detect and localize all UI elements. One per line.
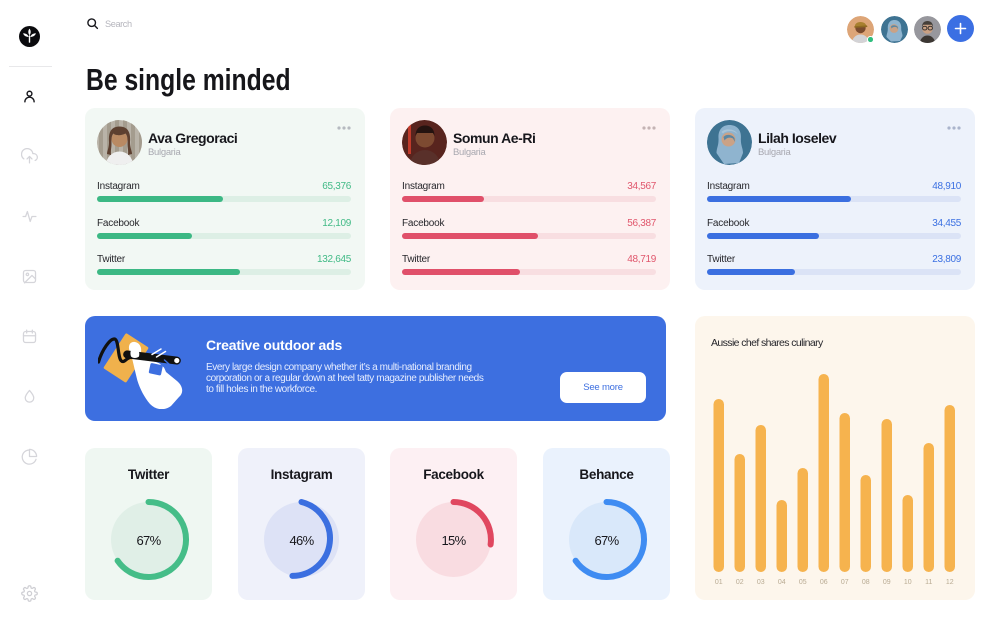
svg-text:08: 08 xyxy=(862,579,870,586)
svg-text:12: 12 xyxy=(946,579,954,586)
svg-text:03: 03 xyxy=(757,579,765,586)
svg-text:10: 10 xyxy=(904,579,912,586)
svg-text:11: 11 xyxy=(925,579,932,586)
svg-text:02: 02 xyxy=(736,579,744,586)
svg-text:04: 04 xyxy=(778,579,786,586)
svg-text:01: 01 xyxy=(715,579,723,586)
svg-text:09: 09 xyxy=(883,579,891,586)
svg-text:06: 06 xyxy=(820,579,828,586)
svg-text:07: 07 xyxy=(841,579,849,586)
svg-text:05: 05 xyxy=(799,579,807,586)
